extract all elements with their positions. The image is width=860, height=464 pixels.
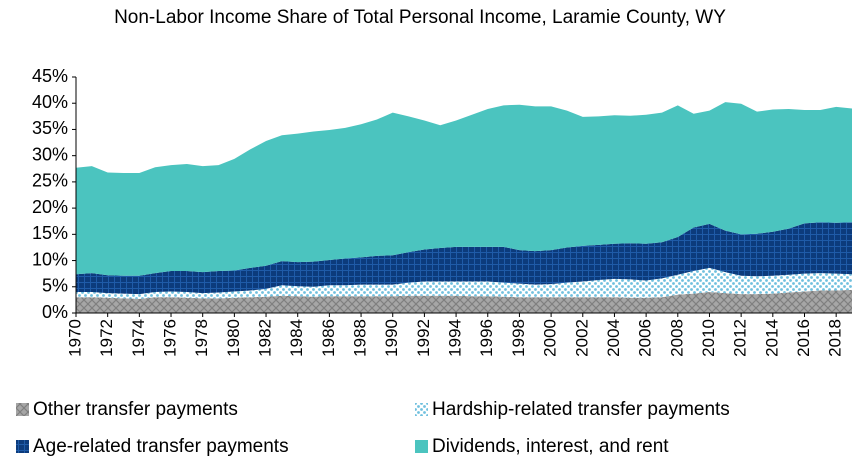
legend-label: Hardship-related transfer payments	[432, 399, 730, 420]
x-tick-label: 2008	[667, 319, 686, 357]
x-tick-label: 1998	[509, 319, 528, 357]
x-tick-label: 2018	[826, 319, 845, 357]
y-tick-label: 45%	[32, 66, 68, 86]
x-tick-label: 1994	[446, 319, 465, 357]
x-tick-label: 2010	[699, 319, 718, 357]
x-tick-label: 2004	[604, 319, 623, 357]
legend-label: Dividends, interest, and rent	[432, 436, 669, 457]
area	[76, 222, 852, 295]
y-tick-label: 15%	[32, 223, 68, 243]
x-tick-label: 1982	[256, 319, 275, 357]
y-tick-label: 30%	[32, 144, 68, 164]
y-tick-label: 20%	[32, 197, 68, 217]
x-tick-label: 2016	[794, 319, 813, 357]
x-tick-label: 1996	[477, 319, 496, 357]
area	[76, 289, 852, 313]
x-tick-label: 2006	[636, 319, 655, 357]
y-tick-label: 40%	[32, 92, 68, 112]
x-tick-label: 1970	[65, 319, 84, 357]
x-tick-label: 1980	[224, 319, 243, 357]
y-tick-label: 25%	[32, 171, 68, 191]
x-tick-label: 2000	[541, 319, 560, 357]
chart-title: Non-Labor Income Share of Total Personal…	[114, 7, 726, 28]
y-tick-label: 0%	[42, 302, 68, 322]
x-tick-label: 1986	[319, 319, 338, 357]
x-tick-label: 1972	[97, 319, 116, 357]
legend-label: Other transfer payments	[33, 399, 238, 420]
y-tick-label: 5%	[42, 276, 68, 296]
x-tick-label: 1988	[351, 319, 370, 357]
y-tick-label: 35%	[32, 118, 68, 138]
area	[76, 267, 852, 299]
legend-label: Age-related transfer payments	[33, 436, 289, 457]
legend-swatch	[16, 403, 29, 416]
x-tick-label: 2002	[572, 319, 591, 357]
x-tick-label: 1992	[414, 319, 433, 357]
legend-swatch	[415, 440, 428, 453]
legend-swatch	[415, 403, 428, 416]
x-tick-label: 1976	[161, 319, 180, 357]
x-tick-label: 2014	[762, 319, 781, 357]
area	[76, 102, 852, 276]
x-tick-label: 2012	[731, 319, 750, 357]
x-tick-label: 1978	[192, 319, 211, 357]
x-tick-label: 1990	[382, 319, 401, 357]
x-tick-label: 1984	[287, 319, 306, 357]
x-tick-label: 1974	[129, 319, 148, 357]
legend-swatch	[16, 440, 29, 453]
y-tick-label: 10%	[32, 249, 68, 269]
